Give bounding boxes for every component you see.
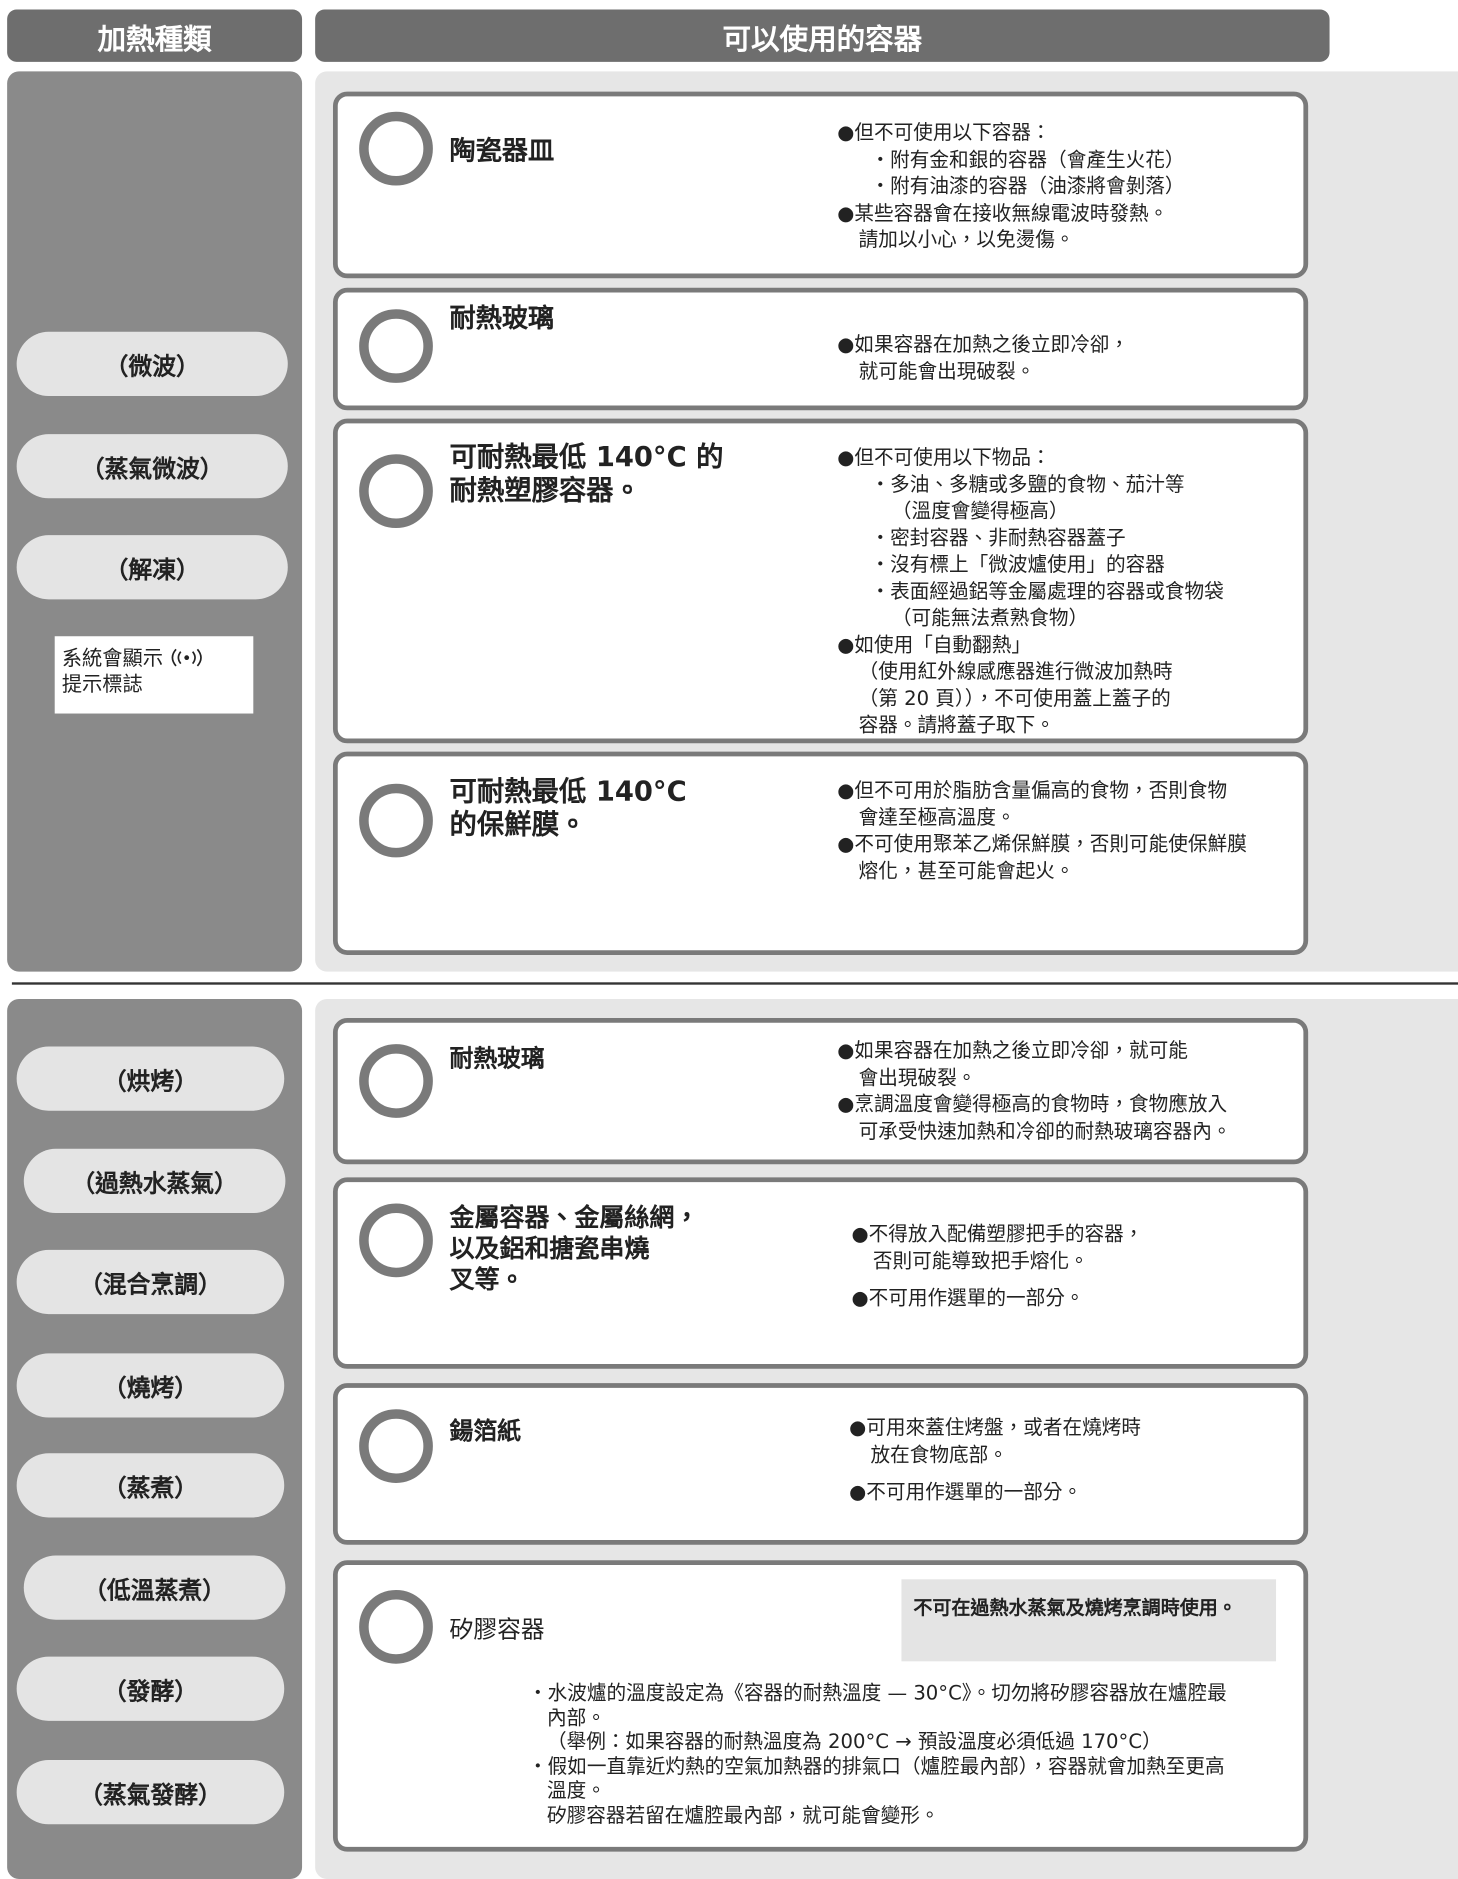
card-text: ●但不可使用以下容器： bbox=[837, 121, 1051, 144]
container-card: 耐熱玻璃 ●如果容器在加熱之後立即冷卻，就可能會出現破裂。 ●烹調溫度會變得極高的食… bbox=[332, 1017, 1309, 1165]
card-text: 內部。 bbox=[547, 1705, 606, 1729]
ring-mark bbox=[359, 454, 433, 529]
card-text: （使用紅外線感應器進行微波加熱時 bbox=[858, 660, 1173, 683]
card-title: 耐熱塑膠容器。 bbox=[449, 475, 641, 507]
ring-mark bbox=[359, 1044, 433, 1118]
header-containers: 可以使用的容器 bbox=[315, 9, 1330, 62]
card-text: ・附有金和銀的容器（會產生火花） bbox=[870, 148, 1185, 171]
card-text: ・附有油漆的容器（油漆將會剝落） bbox=[870, 174, 1185, 198]
card-text: 可承受快速加熱和冷卻的耐熱玻璃容器內。 bbox=[858, 1119, 1232, 1143]
card-text: ・假如一直靠近灼熱的空氣加熱器的排氣口（爐腔最內部），容器就會加熱至更高 bbox=[528, 1754, 1225, 1778]
container-card: 鍚箔紙 ●可用來蓋住烤盤，或者在燒烤時放在食物底部。 ●不可用作選單的一部分。 bbox=[332, 1383, 1309, 1545]
card-text: ●烹調溫度會變得極高的食物時，食物應放入 bbox=[837, 1092, 1228, 1116]
mode-pill: （蒸氣發酵） bbox=[16, 1760, 285, 1825]
card-text: ●不可用作選單的一部分。 bbox=[849, 1480, 1083, 1504]
ring-mark bbox=[359, 309, 433, 383]
warning-box: 不可在過熱水蒸氣及燒烤烹調時使用。 bbox=[901, 1579, 1277, 1662]
card-text: ●如果容器在加熱之後立即冷卻，就可能 bbox=[837, 1039, 1188, 1062]
mode-pill: （發酵） bbox=[16, 1656, 285, 1721]
card-title: 可耐熱最低 140°C 的 bbox=[449, 442, 724, 474]
header-heating-type: 加熱種類 bbox=[7, 9, 303, 62]
mode-pill: （過熱水蒸氣） bbox=[23, 1148, 286, 1214]
note-text: 提示標誌 bbox=[61, 673, 143, 697]
card-text: ・沒有標上「微波爐使用」的容器 bbox=[870, 552, 1165, 576]
signal-icon bbox=[172, 648, 203, 667]
card-title: 矽膠容器 bbox=[449, 1614, 545, 1644]
card-title: 以及鋁和搪瓷串燒 bbox=[449, 1234, 650, 1263]
mode-pill: （混合烹調） bbox=[16, 1249, 285, 1315]
card-title: 叉等。 bbox=[449, 1265, 525, 1294]
mode-pill: （蒸煮） bbox=[16, 1453, 285, 1518]
card-text: 矽膠容器若留在爐腔最內部，就可能會變形。 bbox=[547, 1803, 940, 1827]
container-card: 可耐熱最低 140°C 的耐熱塑膠容器。 ●但不可使用以下物品： ・多油、多糖或多鹽… bbox=[332, 418, 1309, 744]
card-text: ●如果容器在加熱之後立即冷卻， bbox=[837, 332, 1130, 356]
card-text: ●但不可使用以下物品： bbox=[837, 445, 1051, 469]
card-title: 的保鮮膜。 bbox=[449, 809, 587, 841]
ring-mark bbox=[359, 111, 433, 186]
card-text: 會出現破裂。 bbox=[858, 1066, 977, 1089]
mode-pill: （烘烤） bbox=[16, 1046, 285, 1111]
divider bbox=[11, 982, 1458, 985]
card-text: 熔化，甚至可能會起火。 bbox=[858, 859, 1075, 882]
container-card: 可耐熱最低 140°C 的保鮮膜。 ●但不可用於脂肪含量偏高的食物，否則食物會達至極… bbox=[332, 751, 1309, 955]
ring-mark bbox=[359, 1203, 433, 1278]
card-text: 放在食物底部。 bbox=[870, 1443, 1008, 1466]
mode-pill: （微波） bbox=[16, 331, 288, 397]
card-title: 耐熱玻璃 bbox=[449, 1044, 545, 1073]
card-text: 就可能會出現破裂。 bbox=[858, 359, 1036, 383]
card-text: ・多油、多糖或多鹽的食物、茄汁等 bbox=[870, 472, 1185, 496]
card-text: 容器。請將蓋子取下。 bbox=[858, 713, 1055, 737]
mode-pill: （解凍） bbox=[16, 535, 288, 600]
card-text: ●不可使用聚苯乙烯保鮮膜，否則可能使保鮮膜 bbox=[837, 832, 1247, 856]
mode-pill: （蒸氣微波） bbox=[16, 434, 288, 499]
card-text: （第 20 頁）），不可使用蓋上蓋子的 bbox=[858, 686, 1171, 710]
card-text: ●如使用「自動翻熱」 bbox=[837, 633, 1031, 656]
mode-pill: （低溫蒸煮） bbox=[23, 1555, 286, 1620]
card-text: （舉例：如果容器的耐熱溫度為 200°C → 預設溫度必須低過 170°C） bbox=[547, 1730, 1162, 1753]
card-text: （溫度會變得極高） bbox=[891, 499, 1069, 523]
card-text: ●可用來蓋住烤盤，或者在燒烤時 bbox=[849, 1416, 1141, 1439]
mode-pill: （燒烤） bbox=[16, 1353, 285, 1418]
ring-mark bbox=[359, 783, 433, 858]
card-title: 可耐熱最低 140°C bbox=[449, 776, 687, 808]
card-title: 鍚箔紙 bbox=[449, 1416, 521, 1445]
card-text: （可能無法煮熟食物） bbox=[891, 606, 1089, 630]
card-text: ●但不可用於脂肪含量偏高的食物，否則食物 bbox=[837, 778, 1228, 802]
card-text: ・表面經過鋁等金屬處理的容器或食物袋 bbox=[870, 579, 1224, 603]
oven-panel bbox=[7, 998, 303, 1879]
container-card: 矽膠容器 不可在過熱水蒸氣及燒烤烹調時使用。・水波爐的溫度設定為《容器的耐熱溫度 … bbox=[332, 1560, 1309, 1852]
container-card: 陶瓷器皿 ●但不可使用以下容器： ・附有金和銀的容器（會產生火花） ・附有油漆的容器（… bbox=[332, 91, 1309, 279]
ring-mark bbox=[359, 1590, 433, 1664]
card-text: 溫度。 bbox=[547, 1779, 606, 1802]
signal-note: 系統會顯示 提示標誌 bbox=[54, 636, 254, 714]
card-text: ●不可用作選單的一部分。 bbox=[851, 1286, 1085, 1310]
note-text: 系統會顯示 bbox=[61, 646, 163, 671]
card-title: 陶瓷器皿 bbox=[449, 136, 555, 167]
card-title: 耐熱玻璃 bbox=[449, 304, 555, 335]
microwave-panel bbox=[7, 71, 303, 972]
card-text: ●不得放入配備塑膠把手的容器， bbox=[851, 1222, 1144, 1246]
card-text: 請加以小心，以免燙傷。 bbox=[858, 228, 1075, 251]
card-text: ●某些容器會在接收無線電波時發熱。 bbox=[837, 201, 1169, 225]
card-text: 會達至極高溫度。 bbox=[858, 805, 1016, 829]
card-text: ・密封容器、非耐熱容器蓋子 bbox=[870, 526, 1126, 549]
container-card: 耐熱玻璃 ●如果容器在加熱之後立即冷卻， 就可能會出現破裂。 bbox=[332, 287, 1309, 411]
ring-mark bbox=[359, 1409, 433, 1483]
card-text: 否則可能導致把手熔化。 bbox=[872, 1249, 1089, 1272]
container-card: 金屬容器、金屬絲網， 以及鋁和搪瓷串燒 叉等。 ●不得放入配備塑膠把手的容器， 否則可能… bbox=[332, 1177, 1309, 1369]
card-text: ・水波爐的溫度設定為《容器的耐熱溫度 — 30°C》。切勿將矽膠容器放在爐腔最 bbox=[528, 1681, 1227, 1705]
card-title: 金屬容器、金屬絲網， bbox=[449, 1203, 700, 1233]
